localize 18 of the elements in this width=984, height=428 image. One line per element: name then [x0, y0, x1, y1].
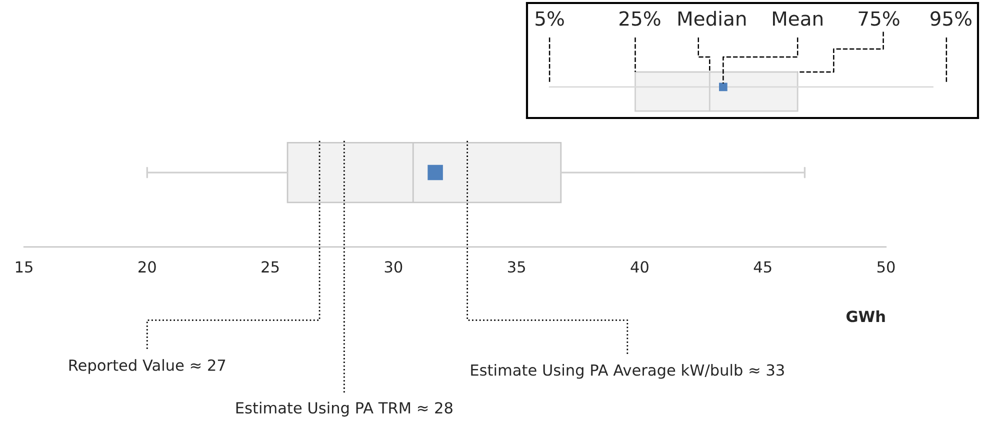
- x-tick-label: 45: [754, 261, 772, 273]
- text: 75%: [858, 11, 900, 26]
- ref-line-label: Estimate Using PA TRM ≈ 28: [236, 402, 452, 417]
- ref-line-label: Reported Value ≈ 27: [69, 359, 226, 374]
- x-tick-label: 30: [384, 261, 402, 273]
- text: 25%: [620, 11, 660, 26]
- x-axis-title: GWh: [846, 310, 885, 322]
- x-tick-label: 20: [138, 261, 156, 273]
- text: Median: [678, 10, 746, 26]
- x-tick-label: 40: [630, 261, 648, 273]
- ref-line-label: Estimate Using PA Average kW/bulb ≈ 33: [471, 364, 784, 379]
- x-tick-label: 50: [877, 261, 895, 273]
- x-tick-label: 15: [16, 261, 32, 273]
- text: Mean: [773, 11, 822, 26]
- x-tick-label: 25: [262, 261, 279, 273]
- x-tick-label: 35: [508, 261, 525, 273]
- text: 5%: [536, 11, 564, 26]
- text: 95%: [930, 11, 972, 26]
